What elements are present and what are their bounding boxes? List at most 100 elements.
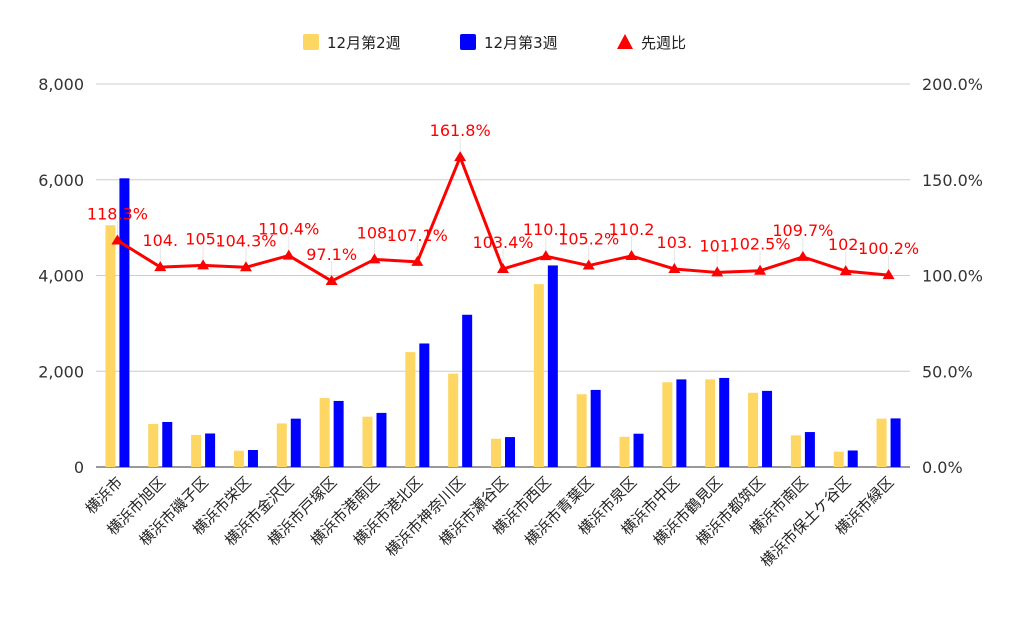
bar-week2: [576, 394, 587, 467]
ratio-point: [111, 234, 124, 245]
bar-week2: [448, 373, 459, 467]
bar-week3: [804, 432, 815, 467]
gridlines: [96, 83, 910, 468]
bar-week3: [205, 433, 216, 467]
ratio-data-label: 118.3%: [87, 204, 148, 223]
ratio-data-label: 101.: [699, 236, 735, 255]
ratio-data-label: 97.1%: [306, 245, 357, 264]
ratio-point: [154, 261, 167, 272]
ratio-data-label: 102.5%: [730, 235, 791, 254]
legend: 12月第2週 12月第3週 先週比: [303, 34, 686, 52]
bar-week2: [533, 284, 544, 467]
ratio-data-label: 103.: [657, 233, 693, 252]
bar-week3: [590, 389, 601, 467]
bar-week3: [247, 450, 258, 467]
right-tick-label: 50.0%: [922, 362, 973, 381]
right-axis-ticks: 0.0% 50.0% 100.0% 150.0% 200.0%: [922, 75, 983, 477]
ratio-point: [411, 255, 424, 266]
ratio-data-label: 103.4%: [472, 233, 533, 252]
left-tick-label: 8,000: [38, 75, 84, 94]
left-tick-label: 2,000: [38, 362, 84, 381]
bar-week2: [491, 438, 501, 467]
ratio-point: [668, 262, 681, 273]
ratio-point: [882, 269, 895, 280]
ratio-point: [711, 266, 724, 277]
ratio-data-label: 102.: [828, 235, 864, 254]
bar-week2: [276, 423, 287, 467]
legend-swatch: [460, 34, 476, 50]
right-tick-label: 150.0%: [922, 171, 983, 190]
ratio-point: [754, 264, 767, 275]
ratio-data-label: 110.4%: [258, 220, 319, 239]
ratio-data-label: 110.2: [609, 220, 655, 239]
ratio-data-label: 105.2%: [558, 230, 619, 249]
bar-week2: [619, 436, 630, 467]
data-labels: 118.3% 104. 105.104.3%110.4% 97.1%108.107.1…: [87, 121, 919, 264]
ratio-line: [111, 137, 895, 286]
ratio-data-label: 109.7%: [772, 221, 833, 240]
bar-week2: [790, 435, 801, 467]
ratio-point: [368, 253, 381, 264]
ratio-data-label: 104.: [142, 231, 178, 250]
bar-week3: [419, 343, 430, 467]
ratio-point: [239, 261, 252, 272]
left-axis-ticks: 0 2,000 4,000 6,000 8,000: [38, 75, 84, 477]
bar-week2: [148, 423, 159, 467]
legend-swatch: [303, 34, 319, 50]
bar-week3: [162, 421, 173, 467]
ratio-data-label: 110.1: [523, 220, 569, 239]
legend-label: 12月第2週: [327, 34, 401, 52]
right-tick-label: 100.0%: [922, 267, 983, 286]
bar-week3: [119, 178, 130, 467]
bar-week2: [405, 352, 416, 467]
legend-label: 先週比: [641, 34, 686, 52]
bar-week2: [105, 225, 116, 467]
bar-week3: [847, 450, 858, 467]
bar-week3: [676, 379, 687, 467]
bar-week2: [748, 392, 759, 467]
bars: [105, 178, 901, 467]
bar-week3: [719, 377, 730, 467]
bar-week2: [319, 398, 330, 467]
bar-week2: [362, 416, 373, 467]
bar-week3: [376, 412, 387, 467]
ratio-point: [454, 151, 467, 162]
ratio-data-label: 104.3%: [215, 231, 276, 250]
ratio-point: [539, 250, 552, 261]
left-tick-label: 0: [74, 458, 84, 477]
bar-week3: [505, 437, 515, 467]
bar-week2: [705, 379, 716, 467]
ratio-point: [197, 259, 210, 270]
ratio-point: [497, 262, 509, 273]
bar-week2: [876, 418, 887, 467]
legend-swatch: [617, 34, 633, 49]
ratio-point: [325, 275, 338, 286]
ratio-data-label: 161.8%: [430, 121, 491, 140]
bar-week3: [290, 418, 301, 467]
ratio-data-label: 108.: [357, 223, 393, 242]
right-tick-label: 200.0%: [922, 75, 983, 94]
ratio-data-label: 105.: [185, 229, 221, 248]
ratio-data-label: 107.1%: [387, 226, 448, 245]
bar-week3: [890, 418, 901, 467]
bar-week2: [191, 434, 202, 467]
right-tick-label: 0.0%: [922, 458, 963, 477]
bar-week3: [633, 433, 644, 467]
ratio-point: [625, 249, 638, 260]
left-tick-label: 4,000: [38, 267, 84, 286]
ratio-point: [839, 265, 852, 276]
bar-week3: [762, 390, 773, 467]
legend-label: 12月第3週: [484, 34, 558, 52]
ratio-point: [282, 249, 295, 260]
bar-week2: [662, 382, 673, 467]
bar-week3: [333, 400, 344, 467]
bar-week3: [547, 265, 558, 467]
ratio-point: [796, 250, 809, 261]
category-labels: 横浜市横浜市旭区横浜市磯子区横浜市栄区横浜市金沢区横浜市戸塚区横浜市港南区横浜市…: [82, 473, 898, 571]
ratio-point: [582, 259, 595, 270]
bar-week2: [233, 450, 244, 467]
bar-week3: [462, 314, 473, 467]
ratio-data-label: 100.2%: [858, 239, 919, 258]
bar-week2: [833, 451, 844, 467]
